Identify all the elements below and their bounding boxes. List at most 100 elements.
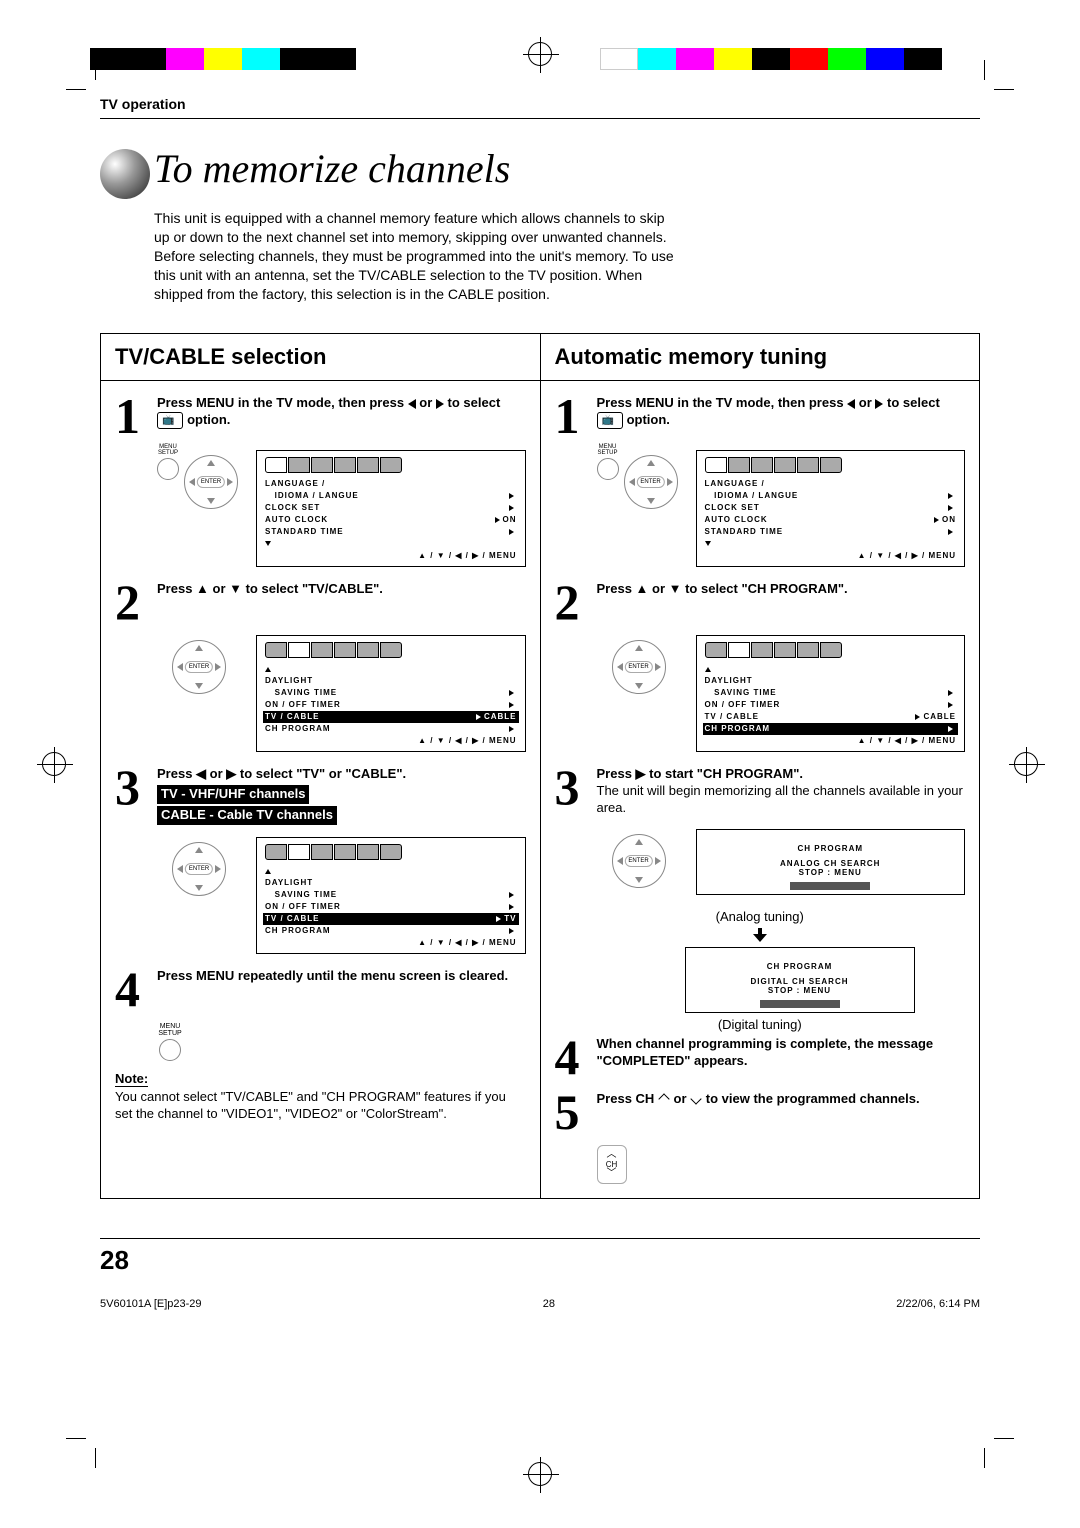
progress-bar-icon <box>790 882 870 890</box>
t: ANALOG CH SEARCH <box>705 859 957 868</box>
main-title: To memorize channels <box>154 149 510 189</box>
t: IDIOMA / LANGUE <box>714 491 798 500</box>
t: CH PROGRAM <box>694 962 906 971</box>
osd-screen-2: DAYLIGHT SAVING TIME ON / OFF TIMER TV /… <box>696 635 966 752</box>
t: TV / CABLE <box>705 711 759 723</box>
osd-screen-analog: CH PROGRAM ANALOG CH SEARCH STOP : MENU <box>696 829 966 895</box>
osd-screen-3: DAYLIGHT SAVING TIME ON / OFF TIMER TV /… <box>256 837 526 954</box>
chevron-down-icon <box>690 1094 701 1105</box>
t: LANGUAGE / <box>705 478 765 490</box>
step-number: 1 <box>555 395 587 438</box>
left-column-title: TV/CABLE selection <box>101 334 540 381</box>
t: Press CH <box>597 1091 658 1106</box>
step-number: 4 <box>115 968 147 1011</box>
step-5: 5 Press CH or to view the programmed cha… <box>555 1091 966 1134</box>
t: ▲ / ▼ / ◀ / ▶ / MENU <box>418 550 516 562</box>
remote-illustration <box>157 635 242 700</box>
page-header: TV operation <box>100 96 980 119</box>
t: ON <box>942 515 956 524</box>
note-body: You cannot select "TV/CABLE" and "CH PRO… <box>115 1089 526 1123</box>
option-icon <box>157 412 183 429</box>
step-text: When channel programming is complete, th… <box>597 1036 966 1079</box>
registration-mark-left <box>42 752 66 776</box>
t: ▲ / ▼ / ◀ / ▶ / MENU <box>418 735 516 747</box>
step-2: 2 Press ▲ or ▼ to select "CH PROGRAM". <box>555 581 966 624</box>
menu-button-icon <box>157 458 179 480</box>
step-number: 2 <box>115 581 147 624</box>
note-heading: Note: <box>115 1071 148 1087</box>
t: DIGITAL CH SEARCH <box>694 977 906 986</box>
highlight-row: CABLE - Cable TV channels <box>157 806 337 825</box>
menu-label: MENUSETUP <box>155 444 181 456</box>
step-1: 1 Press MENU in the TV mode, then press … <box>115 395 526 438</box>
t: CABLE <box>484 712 517 721</box>
t: SAVING TIME <box>275 890 337 899</box>
t: SAVING TIME <box>275 688 337 697</box>
t: STOP : MENU <box>705 868 957 877</box>
t: LANGUAGE / <box>265 478 325 490</box>
step-4: 4 When channel programming is complete, … <box>555 1036 966 1079</box>
right-column: Automatic memory tuning 1 Press MENU in … <box>541 334 980 1198</box>
step-3: 3 Press ▶ to start "CH PROGRAM". The uni… <box>555 766 966 817</box>
t: CH PROGRAM <box>265 723 331 735</box>
chevron-up-icon <box>658 1094 669 1105</box>
crop-mark <box>76 70 96 90</box>
t: to select <box>887 395 940 410</box>
right-column-body: 1 Press MENU in the TV mode, then press … <box>541 381 980 1198</box>
color-bars-left <box>90 48 356 70</box>
intro-text: This unit is equipped with a channel mem… <box>154 209 674 303</box>
step-1: 1 Press MENU in the TV mode, then press … <box>555 395 966 438</box>
t: STANDARD TIME <box>265 526 344 538</box>
remote-illustration <box>157 837 242 902</box>
left-column: TV/CABLE selection 1 Press MENU in the T… <box>101 334 541 1198</box>
right-triangle-icon <box>436 399 444 409</box>
osd-screen-digital: CH PROGRAM DIGITAL CH SEARCH STOP : MENU <box>685 947 915 1013</box>
sphere-icon <box>100 149 150 199</box>
t: AUTO CLOCK <box>265 514 328 526</box>
menu-button-icon <box>597 458 619 480</box>
columns: TV/CABLE selection 1 Press MENU in the T… <box>100 333 980 1199</box>
dpad-icon <box>172 640 226 694</box>
t: The unit will begin memorizing all the c… <box>597 783 963 815</box>
t: TV / CABLE <box>265 711 319 723</box>
t: option. <box>187 412 230 427</box>
t: AUTO CLOCK <box>705 514 768 526</box>
footer-mid: 28 <box>543 1298 555 1310</box>
page: TV operation To memorize channels This u… <box>0 0 1080 1528</box>
t: STANDARD TIME <box>705 526 784 538</box>
t: ON / OFF TIMER <box>265 901 341 913</box>
page-number: 28 <box>100 1245 129 1275</box>
crop-mark <box>76 1438 96 1458</box>
illustration-row: MENUSETUP LANGUAGE / IDIOMA / LANGUE CLO… <box>157 450 526 567</box>
t: option. <box>627 412 670 427</box>
dpad-icon <box>184 455 238 509</box>
registration-mark-bottom <box>528 1462 552 1486</box>
step-text: Press ▲ or ▼ to select "CH PROGRAM". <box>597 581 966 624</box>
right-triangle-icon <box>875 399 883 409</box>
down-arrow-icon <box>555 928 966 945</box>
t: Press MENU in the TV mode, then press <box>597 395 848 410</box>
illustration-row: MENUSETUP LANGUAGE / IDIOMA / LANGUE CLO… <box>597 450 966 567</box>
content-area: TV operation To memorize channels This u… <box>100 96 980 1199</box>
t: ON <box>503 515 517 524</box>
left-triangle-icon <box>408 399 416 409</box>
registration-mark-right <box>1014 752 1038 776</box>
option-icon <box>597 412 623 429</box>
step-2: 2 Press ▲ or ▼ to select "TV/CABLE". <box>115 581 526 624</box>
left-column-body: 1 Press MENU in the TV mode, then press … <box>101 381 540 1136</box>
footer-left: 5V60101A [E]p23-29 <box>100 1298 202 1310</box>
progress-bar-icon <box>760 1000 840 1008</box>
remote-illustration <box>597 829 682 894</box>
dpad-icon <box>612 834 666 888</box>
step-number: 2 <box>555 581 587 624</box>
osd-screen-1: LANGUAGE / IDIOMA / LANGUE CLOCK SET AUT… <box>696 450 966 567</box>
t: to select <box>448 395 501 410</box>
t: ▲ / ▼ / ◀ / ▶ / MENU <box>858 735 956 747</box>
step-number: 3 <box>555 766 587 817</box>
left-triangle-icon <box>847 399 855 409</box>
step-number: 1 <box>115 395 147 438</box>
dpad-icon <box>624 455 678 509</box>
osd-screen-2: DAYLIGHT SAVING TIME ON / OFF TIMER TV /… <box>256 635 526 752</box>
dpad-icon <box>172 842 226 896</box>
t: Press ◀ or ▶ to select "TV" or "CABLE". <box>157 766 526 783</box>
